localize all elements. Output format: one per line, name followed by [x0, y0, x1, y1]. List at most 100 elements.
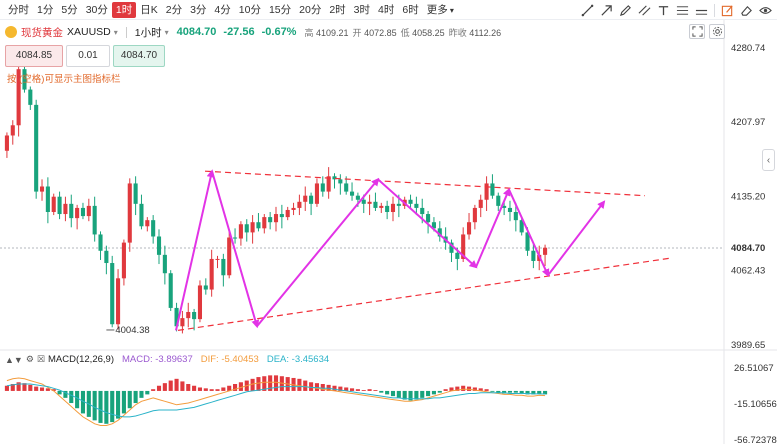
high-label: 高 — [304, 27, 314, 38]
candle — [209, 249, 214, 297]
candle-body — [80, 207, 86, 217]
parallel-lines-icon[interactable] — [635, 1, 654, 19]
macd-histogram-bar — [320, 384, 325, 391]
macd-value: MACD: -3.89637 — [121, 354, 193, 365]
expand-icon[interactable] — [689, 24, 705, 39]
candle-body — [279, 214, 284, 218]
toolbar-divider — [714, 3, 715, 17]
timeframe-toolbar: 分时 1分 5分 30分 1时 日K 2分 3分 4分 10分 15分 20分 2时 3时 4时 6时 更多 — [0, 0, 777, 20]
eraser-icon[interactable] — [737, 1, 756, 19]
candles: 4004.38 — [4, 59, 548, 336]
candle-body — [180, 318, 185, 327]
macd-histogram-bar — [507, 390, 513, 393]
fib-icon[interactable] — [673, 1, 692, 19]
timeframe-13[interactable]: 3时 — [353, 3, 371, 16]
open-label: 开 — [352, 27, 362, 38]
trendline-icon[interactable] — [578, 1, 597, 19]
timeframe-5[interactable]: 日K — [140, 3, 158, 16]
timeframe-16[interactable]: 更多 — [423, 2, 458, 18]
collapse-panel-icon[interactable]: ‹ — [762, 149, 775, 171]
symbol-name[interactable]: 现货黄金 — [21, 26, 63, 39]
candle-body — [227, 237, 232, 276]
candle — [309, 192, 314, 216]
symbol-dropdown-icon[interactable]: ▾ — [113, 27, 118, 37]
candle-body — [57, 196, 62, 215]
macd-histogram-bar — [116, 390, 121, 419]
interval-selector[interactable]: 1小时 — [134, 26, 162, 39]
macd-axis-label: 26.51067 — [734, 363, 774, 374]
timeframe-4[interactable]: 1时 — [111, 1, 137, 18]
candle — [379, 202, 384, 214]
macd-histogram-bar — [250, 378, 255, 391]
buy-price-button[interactable]: 4084.70 — [113, 45, 165, 67]
edit-icon[interactable] — [718, 1, 737, 19]
arrow-icon[interactable] — [597, 1, 616, 19]
high-value: 高 4109.21 — [304, 27, 349, 38]
candle — [472, 204, 477, 230]
macd-histogram-bar — [496, 390, 501, 393]
horizontal-line-icon[interactable] — [692, 1, 711, 19]
pen-icon[interactable] — [616, 1, 635, 19]
timeframe-15[interactable]: 6时 — [402, 3, 419, 16]
candle-body — [507, 207, 513, 213]
settings-icon[interactable] — [709, 24, 725, 39]
text-icon[interactable] — [654, 1, 673, 19]
timeframe-1[interactable]: 1分 — [37, 3, 54, 16]
timeframe-14[interactable]: 4时 — [378, 3, 395, 16]
dea-value: DEA: -3.45634 — [266, 354, 330, 365]
macd-histogram-bar — [490, 390, 495, 392]
candle-body — [367, 201, 372, 204]
candle — [273, 206, 279, 232]
candle-body — [4, 135, 9, 151]
candle-body — [513, 212, 518, 221]
timeframe-3[interactable]: 30分 — [85, 3, 108, 16]
timeframe-8[interactable]: 4分 — [214, 3, 231, 16]
timeframe-2[interactable]: 5分 — [61, 3, 78, 16]
timeframe-0[interactable]: 分时 — [8, 3, 29, 16]
timeframe-12[interactable]: 2时 — [329, 3, 346, 16]
candle — [16, 62, 21, 137]
macd-close-icon[interactable]: ☒ — [36, 354, 45, 364]
candle-body — [502, 205, 507, 208]
current-price-label: 4084.70 — [731, 243, 765, 254]
candle — [215, 255, 220, 269]
timeframe-10[interactable]: 15分 — [268, 3, 292, 16]
candle — [338, 174, 343, 195]
eye-icon[interactable] — [756, 1, 775, 19]
price-axis: 3989.65 4062.43 4135.20 4207.97 4280.74 4084.… — [731, 43, 777, 444]
candle-body — [431, 222, 436, 229]
macd-histogram-bar — [151, 389, 156, 391]
macd-histogram-bar — [221, 387, 226, 391]
macd-hide-icon[interactable]: ▲▼ — [5, 354, 23, 365]
candle-body — [238, 224, 243, 239]
timeframe-7[interactable]: 3分 — [190, 3, 207, 16]
macd-histogram-bar — [238, 382, 243, 391]
macd-histogram-bar — [57, 390, 62, 395]
macd-histogram-bar — [133, 390, 138, 404]
symbol-code[interactable]: XAUUSD — [67, 26, 111, 38]
macd-histogram-bar — [373, 390, 378, 391]
candle — [408, 194, 413, 209]
macd-histogram-bar — [472, 387, 477, 391]
macd-histogram-bar — [262, 376, 267, 391]
timeframe-11[interactable]: 20分 — [299, 3, 322, 16]
candle-body — [98, 234, 103, 251]
price-change: -27.56 — [223, 26, 255, 38]
timeframe-9[interactable]: 10分 — [238, 3, 261, 16]
macd-histogram-bar — [268, 375, 273, 391]
candle — [45, 177, 50, 224]
candle-body — [408, 199, 413, 204]
candle-body — [490, 183, 495, 196]
candle — [484, 176, 489, 211]
candle-body — [420, 207, 425, 215]
sell-price-button[interactable]: 4084.85 — [5, 45, 63, 67]
interval-dropdown-icon[interactable]: ▾ — [164, 27, 169, 37]
macd-histogram-bar — [45, 388, 50, 391]
candle-body — [461, 234, 466, 259]
candle — [291, 202, 296, 216]
last-price: 4084.70 — [176, 26, 217, 38]
quantity-input[interactable]: 0.01 — [66, 45, 110, 67]
timeframe-6[interactable]: 2分 — [165, 3, 183, 16]
macd-settings-icon[interactable]: ⚙ — [25, 354, 34, 364]
